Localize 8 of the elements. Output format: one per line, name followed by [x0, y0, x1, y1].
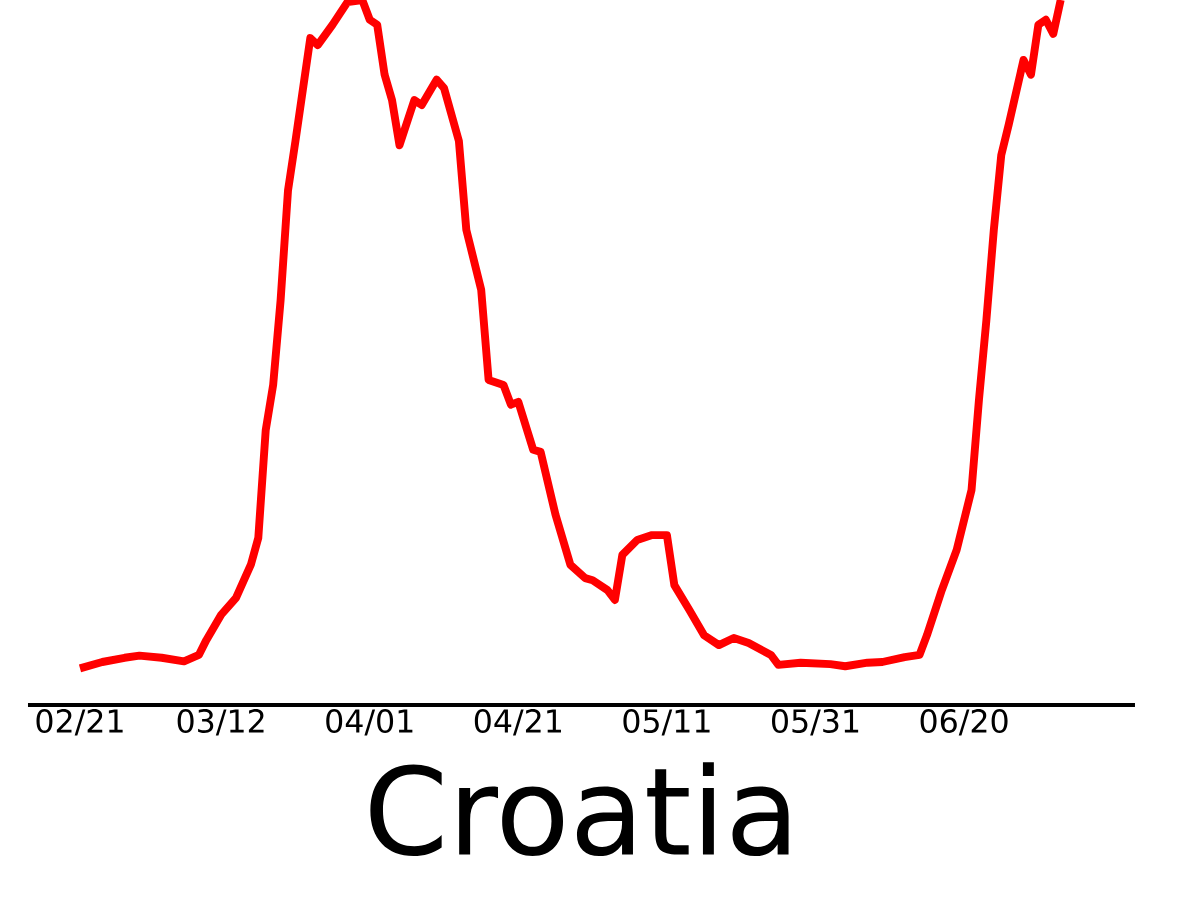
x-tick-label: 05/31 [772, 709, 859, 736]
x-tick-label: 03/12 [177, 709, 264, 736]
x-tick-label: 04/01 [326, 709, 413, 736]
x-tick-label: 06/20 [920, 709, 1008, 736]
x-tick-label: 05/11 [623, 709, 710, 736]
x-tick-label: 04/21 [474, 709, 561, 736]
x-tick-label: 02/21 [36, 709, 123, 736]
text: Croatia [370, 762, 789, 857]
